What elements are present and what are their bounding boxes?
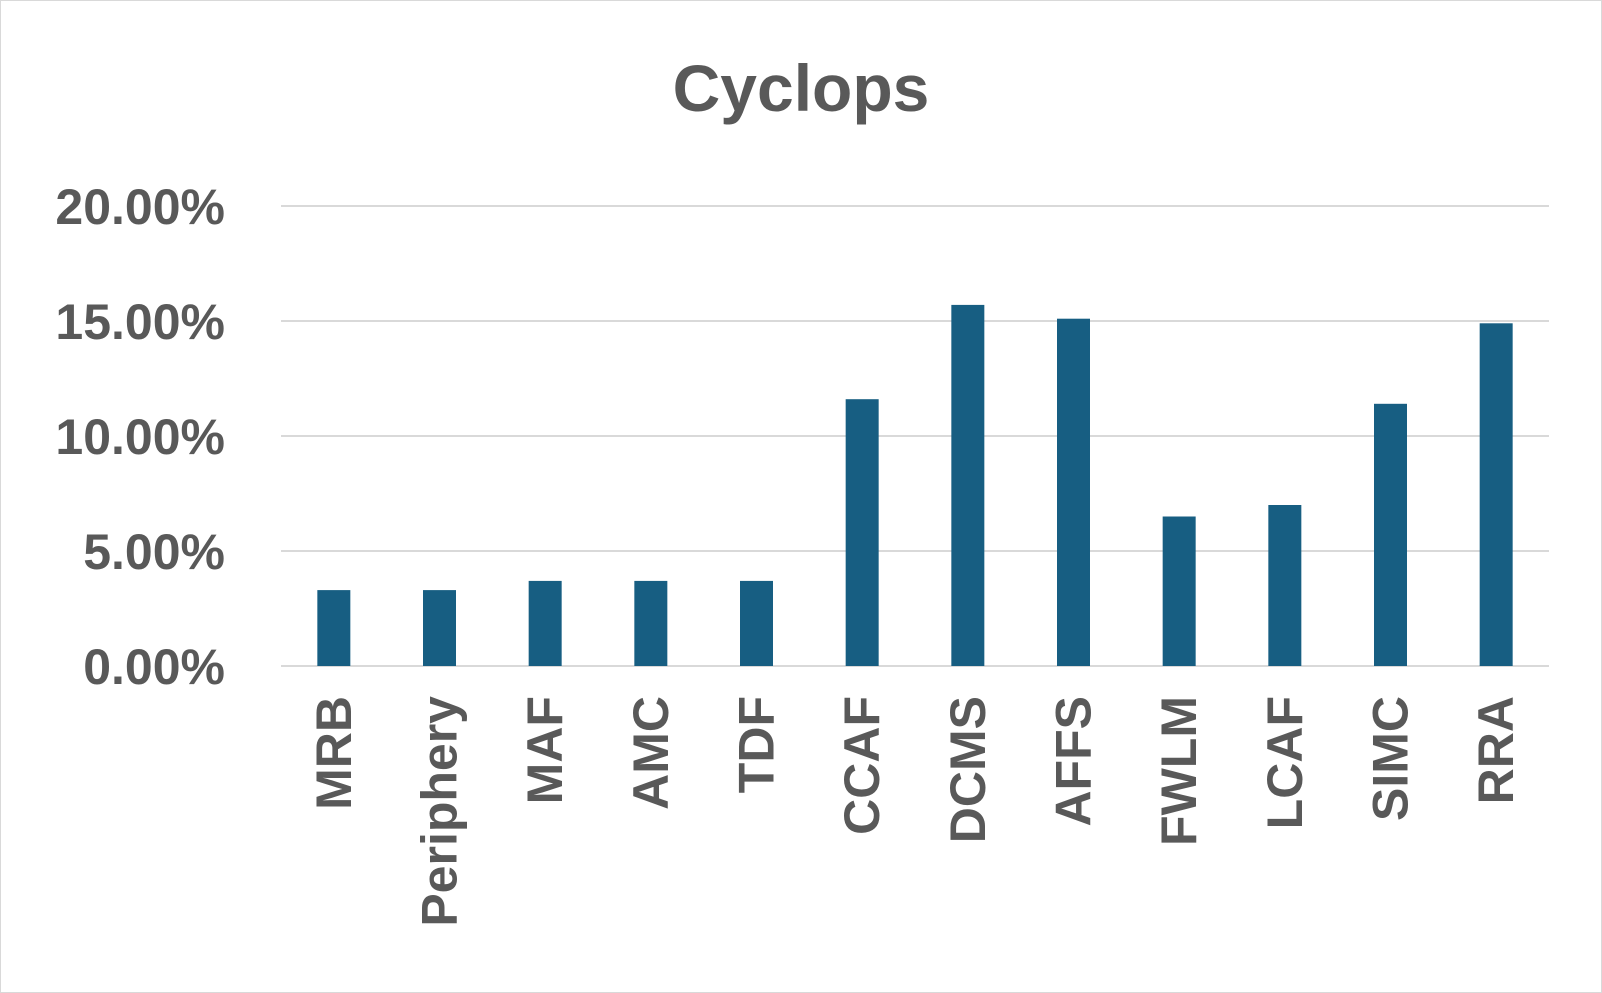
bar-amc — [634, 580, 668, 666]
bar-rra — [1479, 323, 1513, 666]
x-tick-label: RRA — [1468, 696, 1524, 804]
x-tick-label: DCMS — [940, 696, 996, 843]
x-tick-label: AFFS — [1046, 696, 1102, 827]
x-tick-label: TDF — [729, 696, 785, 793]
y-tick-label: 15.00% — [55, 294, 225, 350]
bar-ccaf — [845, 399, 879, 666]
y-tick-label: 0.00% — [83, 639, 225, 695]
bar-tdf — [740, 580, 773, 666]
x-tick-label: CCAF — [834, 696, 890, 835]
bar-affs — [1057, 318, 1090, 666]
chart-title: Cyclops — [673, 51, 930, 125]
x-tick-label: SIMC — [1363, 696, 1419, 821]
bar-lcaf — [1268, 505, 1302, 666]
bar-maf — [528, 580, 562, 666]
x-tick-label: LCAF — [1257, 696, 1313, 829]
x-tick-label: AMC — [623, 696, 679, 810]
bar-dcms — [951, 304, 985, 666]
x-tick-label: Periphery — [412, 696, 468, 927]
bar-fwlm — [1162, 516, 1196, 666]
bar-mrb — [317, 590, 351, 666]
x-tick-label: FWLM — [1151, 696, 1207, 846]
y-tick-label: 5.00% — [83, 524, 225, 580]
bars — [317, 304, 1513, 666]
bar-simc — [1374, 403, 1407, 666]
y-axis-tick-labels: 0.00% 5.00% 10.00% 15.00% 20.00% — [55, 179, 225, 695]
y-tick-label: 20.00% — [55, 179, 225, 235]
gridlines — [281, 205, 1549, 667]
y-tick-label: 10.00% — [55, 409, 225, 465]
x-tick-label: MRB — [306, 696, 362, 810]
x-tick-label: MAF — [517, 696, 573, 804]
bar-periphery — [423, 590, 456, 666]
x-axis-tick-labels: MRB Periphery MAF AMC TDF CCAF DCMS AFFS FWLM LCA… — [306, 696, 1524, 927]
